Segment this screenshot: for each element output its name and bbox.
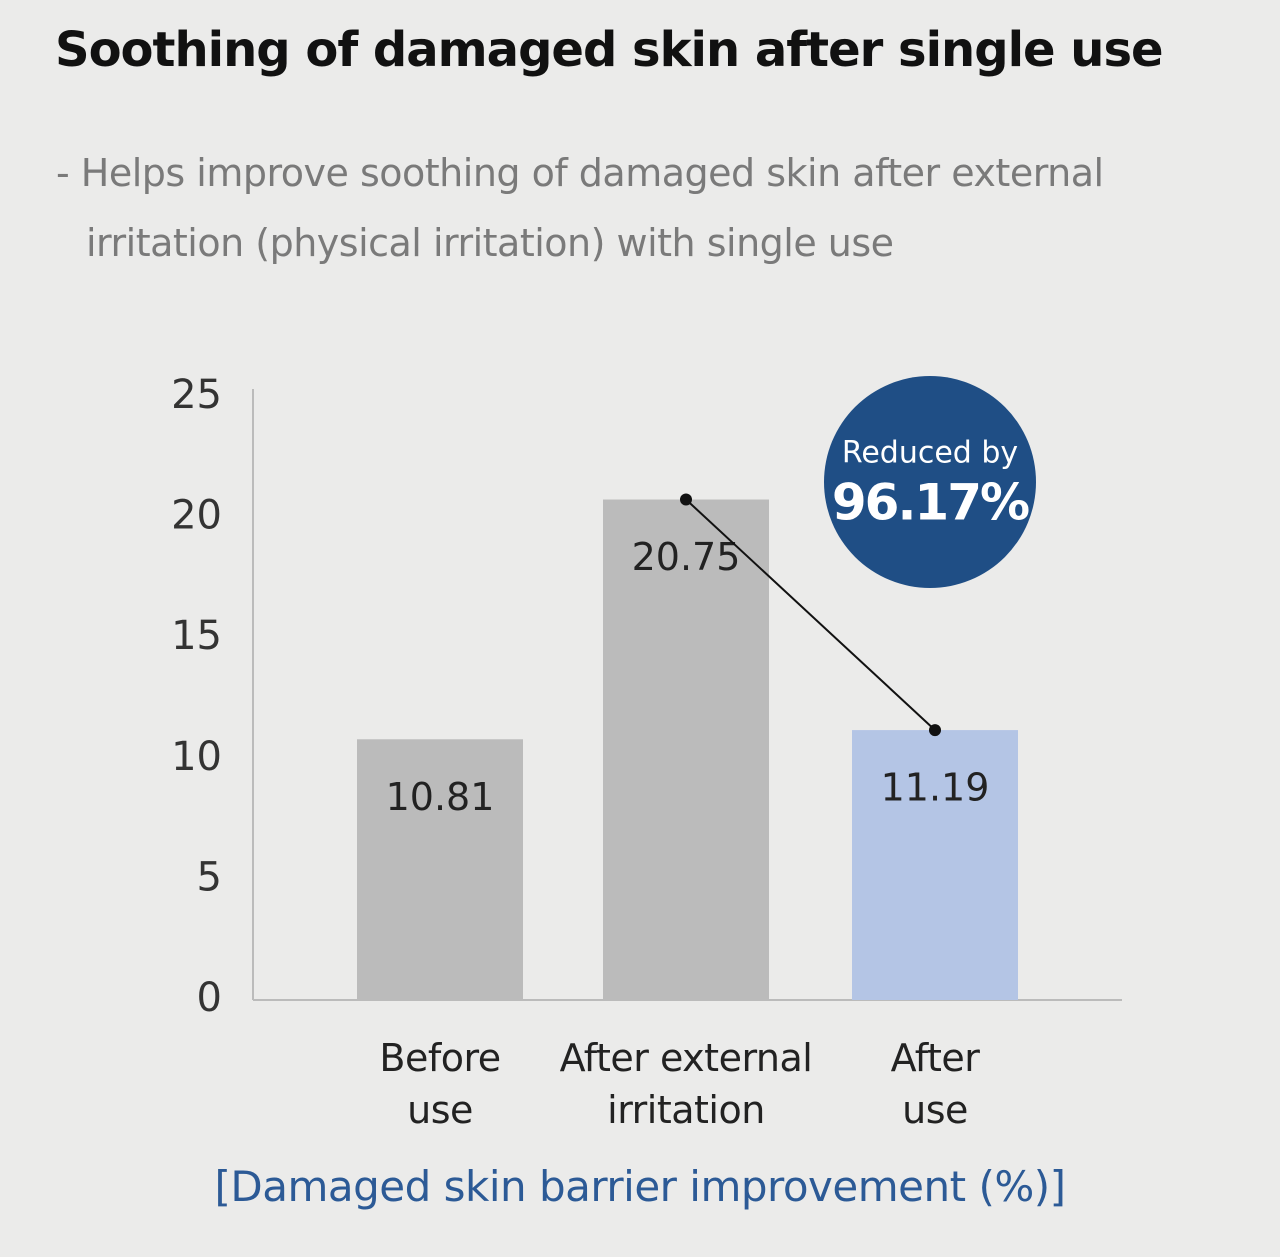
value-label: 10.81 — [386, 775, 495, 819]
y-tick-label: 15 — [171, 613, 222, 659]
x-axis-label: [Damaged skin barrier improvement (%)] — [214, 1162, 1066, 1211]
y-tick-label: 25 — [171, 372, 222, 418]
y-tick-label: 5 — [197, 854, 222, 900]
connector-dot — [680, 493, 692, 506]
annotation-badge — [824, 376, 1036, 588]
x-tick-label: After use — [890, 1036, 980, 1132]
x-tick-label: Before use — [379, 1036, 501, 1132]
chart-subtitle: - Helps improve soothing of damaged skin… — [56, 151, 1104, 265]
chart-title: Soothing of damaged skin after single us… — [55, 22, 1164, 78]
y-tick-label: 20 — [171, 493, 222, 539]
x-tick-label: After external irritation — [559, 1036, 813, 1132]
annotation-value: 96.17% — [832, 474, 1029, 532]
bar — [357, 739, 523, 1000]
y-tick-label: 0 — [197, 975, 222, 1021]
y-tick-label: 10 — [171, 734, 222, 780]
value-label: 20.75 — [632, 535, 741, 579]
bar — [852, 730, 1018, 1000]
connector-dot — [929, 724, 941, 737]
bar — [603, 499, 769, 1000]
connector — [685, 498, 936, 731]
value-label: 11.19 — [881, 766, 990, 810]
annotation-text: Reduced by — [842, 436, 1018, 471]
